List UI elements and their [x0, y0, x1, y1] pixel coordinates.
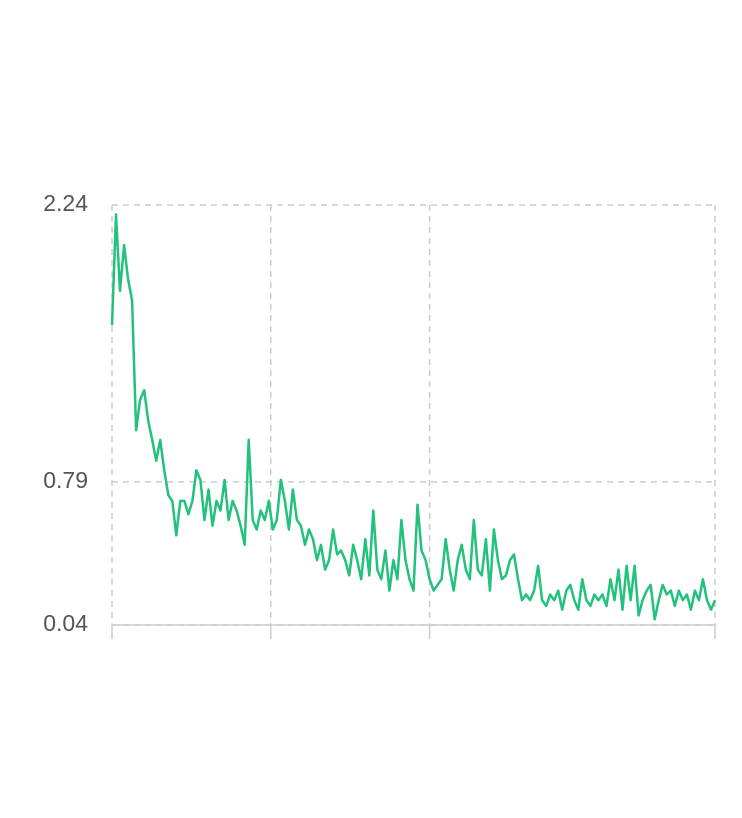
y-tick-label: 0.04	[43, 610, 88, 636]
y-tick-label: 2.24	[43, 190, 88, 216]
y-tick-label: 0.79	[43, 467, 88, 493]
line	[110, 213, 717, 621]
